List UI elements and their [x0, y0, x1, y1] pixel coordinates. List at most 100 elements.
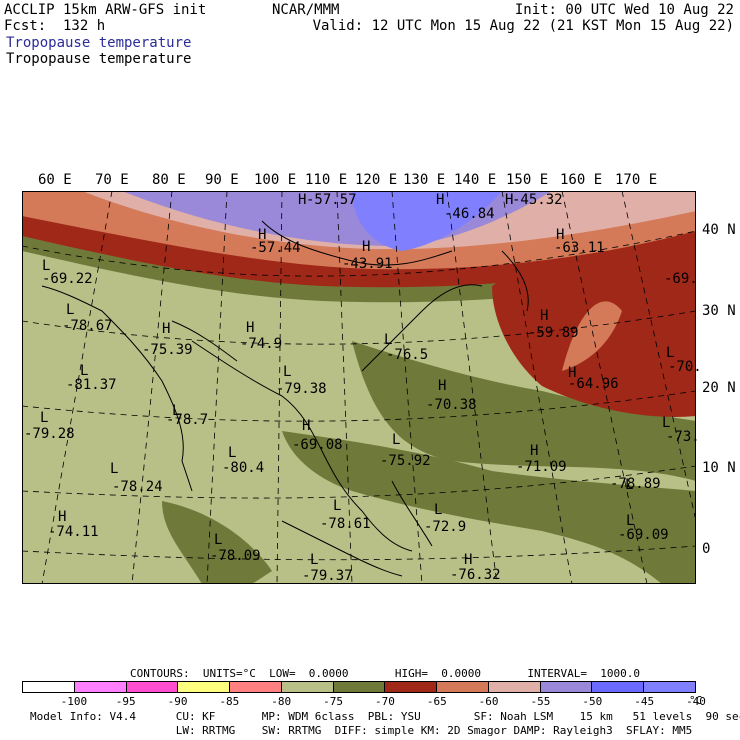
longitude-label: 130 E [403, 172, 446, 188]
high-marker: H [530, 443, 539, 459]
longitude-label: 70 E [95, 172, 129, 188]
high-marker: H [505, 192, 514, 208]
extremum-value: -72.9 [424, 519, 467, 535]
longitude-label: 80 E [152, 172, 186, 188]
extremum-value: -70.38 [426, 397, 477, 413]
latitude-label: 0 [702, 541, 711, 557]
longitude-label: 140 E [454, 172, 497, 188]
longitude-label: 170 E [615, 172, 658, 188]
low-marker: L [666, 345, 675, 361]
organization-label: NCAR/MMM [272, 2, 340, 18]
high-marker: H [464, 552, 473, 568]
high-marker: H [436, 192, 445, 208]
legend-tick-label: -65 [426, 695, 447, 708]
low-marker: L [214, 532, 223, 548]
longitude-label: 100 E [254, 172, 297, 188]
low-marker: L [172, 403, 181, 419]
latitude-label: 30 N [702, 303, 736, 319]
init-time: Init: 00 UTC Wed 10 Aug 22 [514, 2, 734, 18]
legend-tick-label: -85 [219, 695, 240, 708]
extremum-value: -43.91 [342, 256, 393, 272]
legend-swatch [178, 682, 231, 692]
contours-info: CONTOURS: UNITS=°C LOW= 0.0000 HIGH= 0.0… [130, 667, 640, 680]
longitude-label: 150 E [506, 172, 549, 188]
extremum-value: -79.37 [302, 568, 353, 584]
low-marker: L [434, 502, 443, 518]
low-marker: L [80, 363, 89, 379]
latitude-label: 20 N [702, 380, 736, 396]
latitude-label: 10 N [702, 460, 736, 476]
extremum-value: -78.09 [210, 548, 261, 564]
extremum-value: -80.4 [222, 460, 265, 476]
legend-tick-label: -50 [582, 695, 603, 708]
extremum-value: -73. [666, 429, 700, 445]
high-marker: H [246, 320, 255, 336]
legend-tick-label: -100 [60, 695, 88, 708]
low-marker: L [392, 432, 401, 448]
high-marker: H [258, 227, 267, 243]
legend-tick-label: -90 [167, 695, 188, 708]
extremum-value: -57.44 [250, 240, 301, 256]
extremum-value: -78.7 [166, 412, 209, 428]
legend-swatch [385, 682, 438, 692]
high-marker: H [568, 365, 577, 381]
longitude-label: 110 E [305, 172, 348, 188]
extremum-value: -64.96 [568, 376, 619, 392]
field-title-contour: Tropopause temperature [6, 51, 192, 67]
extremum-value: -78.67 [62, 318, 113, 334]
legend-swatch [437, 682, 489, 692]
legend-tick-label: -60 [478, 695, 499, 708]
low-marker: L [384, 332, 393, 348]
legend-swatch [540, 682, 593, 692]
legend-swatch [23, 682, 75, 692]
coastlines [41, 220, 529, 577]
olive-band [352, 341, 696, 481]
extremum-value: -74.11 [48, 524, 99, 540]
low-marker: L [42, 258, 51, 274]
legend-swatch [74, 682, 127, 692]
legend-tick-label: -80 [271, 695, 292, 708]
color-legend [22, 681, 696, 693]
run-title: ACCLIP 15km ARW-GFS init [4, 2, 207, 18]
low-marker: L [110, 461, 119, 477]
model-info-line2: LW: RRTMG SW: RRTMG DIFF: simple KM: 2D … [30, 724, 693, 737]
extremum-value: -78.24 [112, 479, 163, 495]
legend-swatch [333, 682, 386, 692]
low-marker: L [662, 415, 671, 431]
legend-swatch [126, 682, 179, 692]
high-marker: H [298, 192, 307, 208]
high-marker: H [162, 321, 171, 337]
longitude-label: 120 E [355, 172, 398, 188]
legend-tick-label: -95 [115, 695, 136, 708]
low-marker: L [228, 445, 237, 461]
low-marker: L [66, 302, 75, 318]
extremum-value: -79.28 [24, 426, 75, 442]
extremum-value: -70. [668, 359, 702, 375]
extremum-value: -69. [664, 271, 698, 287]
high-marker: H [58, 509, 67, 525]
high-marker: H [302, 418, 311, 434]
legend-tick-label: -40 [686, 695, 706, 708]
legend-swatch [230, 682, 282, 692]
legend-swatch [592, 682, 645, 692]
forecast-hour: Fcst: 132 h [4, 18, 106, 34]
extremum-value: -69.08 [292, 437, 343, 453]
tropopause-temperature-map [22, 191, 696, 584]
extremum-value: -57.57 [306, 192, 357, 208]
low-marker: L [625, 477, 634, 493]
extremum-value: -75.39 [142, 342, 193, 358]
extremum-value: -71.09 [516, 459, 567, 475]
graticule [22, 191, 696, 584]
extremum-value: -59.89 [528, 325, 579, 341]
extremum-value: -76.32 [450, 567, 501, 583]
low-marker: L [283, 364, 292, 380]
legend-tick-label: -70 [374, 695, 395, 708]
low-marker: L [626, 513, 635, 529]
low-marker: L [333, 498, 342, 514]
high-marker: H [540, 308, 549, 324]
valid-time: Valid: 12 UTC Mon 15 Aug 22 (21 KST Mon … [312, 18, 734, 34]
model-info-line1: Model Info: V4.4 CU: KF MP: WDM 6class P… [30, 710, 740, 723]
extremum-value: -81.37 [66, 377, 117, 393]
longitude-label: 160 E [560, 172, 603, 188]
longitude-label: 90 E [205, 172, 239, 188]
